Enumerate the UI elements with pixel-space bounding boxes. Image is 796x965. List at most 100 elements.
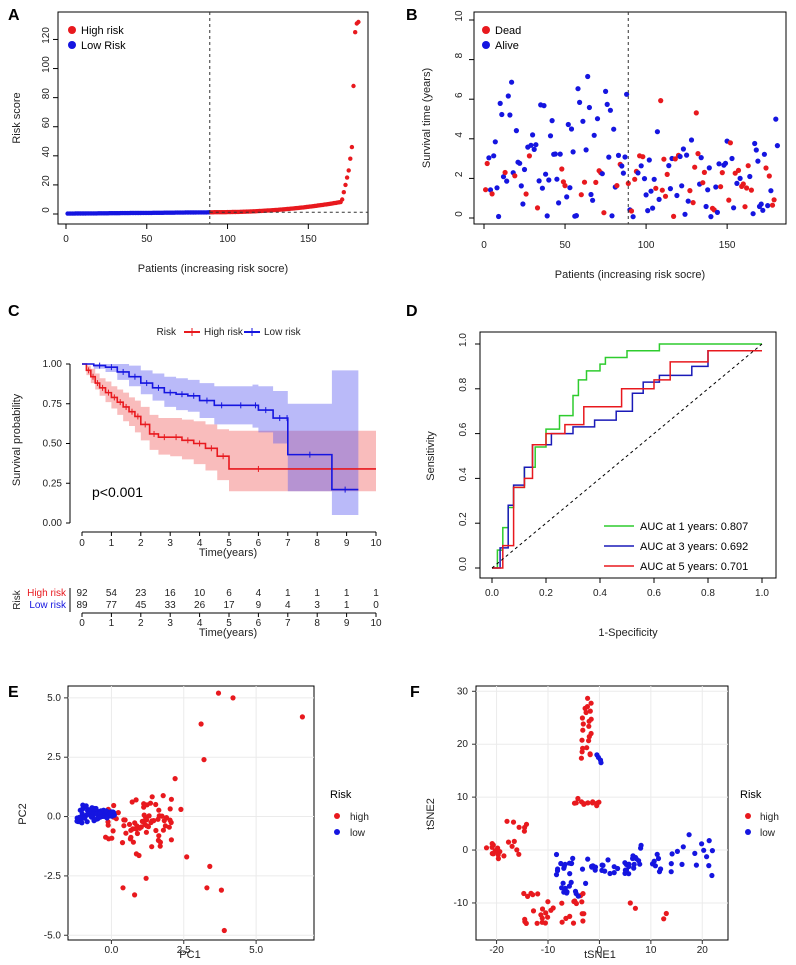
tsne-point-low xyxy=(566,860,573,866)
y-tick-label: 0.00 xyxy=(43,518,63,529)
pca-point-high xyxy=(120,885,126,891)
risk-table-cell: 89 xyxy=(76,600,88,611)
survival-point xyxy=(620,170,627,176)
survival-point xyxy=(766,173,772,179)
risk-table-cell: 10 xyxy=(194,588,206,599)
survival-point xyxy=(740,181,746,187)
pca-point-high xyxy=(141,812,147,818)
tsne-point-low xyxy=(699,841,705,847)
panel-c-ylabel: Survival probability xyxy=(11,393,23,486)
survival-point xyxy=(487,187,494,193)
panel-c-axes: 0.00 0.25 0.50 0.75 1.00 0 1 2 3 4 5 6 7 8 9 10 xyxy=(43,359,382,549)
risk-table-cell: 1 xyxy=(344,600,350,611)
y-tick-label: 0.25 xyxy=(43,478,63,489)
y-tick-label: 0.4 xyxy=(458,467,469,481)
y-tick-label: 5.0 xyxy=(47,693,61,704)
panel-f: F -20 -10 0 10 20 -10 0 10 20 30 tSNE1 tSNE2 Risk… xyxy=(410,684,779,961)
survival-point xyxy=(672,156,678,162)
survival-point xyxy=(729,155,735,162)
risk-table-cell: 77 xyxy=(106,600,118,611)
risk-score-point xyxy=(341,190,346,195)
pca-point-high xyxy=(119,840,126,846)
panel-d-legend-5y-label: AUC at 5 years: 0.701 xyxy=(640,561,748,573)
panel-d-ylabel: Sensitivity xyxy=(425,431,437,481)
survival-point xyxy=(567,185,573,191)
roc-curve-2 xyxy=(492,349,762,569)
survival-point xyxy=(583,147,589,153)
pca-point-high xyxy=(143,875,149,881)
risk-table-cell: 1 xyxy=(344,588,350,599)
survival-point xyxy=(698,155,704,161)
tsne-point-high xyxy=(483,845,490,851)
survival-point xyxy=(690,200,696,206)
survival-point xyxy=(650,205,656,211)
tsne-point-high xyxy=(573,800,579,806)
x-tick-label: 150 xyxy=(300,234,317,245)
pca-point-high xyxy=(230,695,236,701)
survival-point xyxy=(680,146,687,152)
tsne-point-high xyxy=(661,916,667,922)
survival-point xyxy=(536,178,542,184)
y-tick-label: 0.75 xyxy=(43,399,63,410)
tsne-point-high xyxy=(521,828,528,834)
x-tick-label: 0 xyxy=(597,945,603,956)
survival-point xyxy=(638,163,644,169)
survival-point xyxy=(752,140,758,147)
survival-point xyxy=(549,118,555,124)
survival-point xyxy=(526,153,533,159)
survival-point xyxy=(552,151,558,157)
survival-point xyxy=(667,186,674,192)
tsne-point-low xyxy=(558,860,564,867)
panel-c-risk-table-high-label: High risk xyxy=(27,588,67,599)
tsne-point-low xyxy=(585,856,591,862)
survival-point xyxy=(758,201,764,207)
panel-c-risk-table-header: Risk xyxy=(12,589,23,609)
survival-point xyxy=(530,132,536,138)
pca-point-high xyxy=(215,690,222,696)
tsne-point-low xyxy=(679,861,685,868)
tsne-point-high xyxy=(584,704,591,710)
tsne-point-high xyxy=(627,900,633,906)
tsne-point-high xyxy=(525,893,531,900)
survival-point xyxy=(496,213,502,220)
tsne-point-low xyxy=(599,867,605,874)
pca-point-low xyxy=(79,820,85,826)
survival-point xyxy=(541,103,547,109)
survival-point xyxy=(564,194,570,200)
tsne-point-high xyxy=(579,911,585,917)
survival-point xyxy=(607,107,614,113)
survival-point xyxy=(651,176,657,182)
risk-score-point xyxy=(344,175,350,180)
pca-point-high xyxy=(106,836,112,842)
survival-point xyxy=(666,163,672,169)
panel-f-letter: F xyxy=(410,684,420,701)
panel-b-legend-dead-marker xyxy=(482,26,490,34)
tsne-point-high xyxy=(530,892,536,898)
pca-point-low xyxy=(82,815,88,821)
panel-a-axes: 0 50 100 150 0 20 40 60 80 100 120 xyxy=(41,27,317,245)
tsne-point-high xyxy=(522,824,528,831)
risk-score-point xyxy=(356,19,361,25)
survival-point xyxy=(609,213,615,219)
panel-f-legend-title: Risk xyxy=(740,789,762,801)
risk-table-tick-label: 5 xyxy=(226,618,232,629)
panel-a-legend-low-marker xyxy=(68,41,76,49)
survival-point xyxy=(588,191,594,198)
y-tick-label: 100 xyxy=(41,56,52,73)
pca-point-high xyxy=(198,721,204,727)
tsne-point-high xyxy=(489,841,495,847)
panel-d-legend-1y-label: AUC at 1 years: 0.807 xyxy=(640,521,748,533)
x-tick-label: 0.6 xyxy=(647,588,661,599)
tsne-point-high xyxy=(492,848,498,854)
pca-point-high xyxy=(129,799,135,805)
survival-point xyxy=(658,98,664,104)
survival-point xyxy=(581,179,588,185)
survival-point xyxy=(687,188,693,194)
panel-d-xlabel: 1-Specificity xyxy=(598,627,658,639)
risk-table-tick-label: 6 xyxy=(256,618,262,629)
survival-point xyxy=(622,154,628,160)
panel-e-axes: 0.0 2.5 5.0 -5.0 -2.5 0.0 2.5 5.0 xyxy=(44,693,264,956)
y-tick-label: 80 xyxy=(41,88,52,100)
tsne-point-high xyxy=(535,891,541,897)
pca-point-high xyxy=(168,837,174,843)
